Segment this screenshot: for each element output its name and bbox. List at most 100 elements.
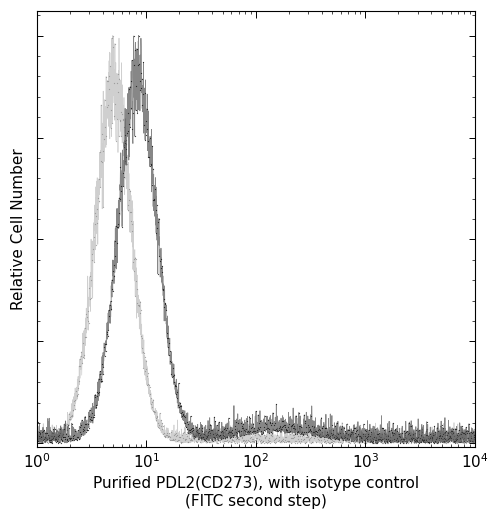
Point xyxy=(416,434,424,443)
Point xyxy=(302,438,310,446)
Point xyxy=(155,421,163,430)
Point xyxy=(118,187,126,196)
Point xyxy=(330,437,338,445)
Point xyxy=(184,419,192,427)
Point xyxy=(91,209,99,217)
Point xyxy=(362,434,370,443)
Point xyxy=(124,127,132,135)
Point xyxy=(86,271,94,280)
Point xyxy=(154,217,162,226)
Point xyxy=(101,340,109,348)
Point xyxy=(270,421,278,429)
Point xyxy=(466,428,474,436)
Point xyxy=(470,433,478,441)
Point xyxy=(197,425,205,434)
Point xyxy=(302,427,310,436)
Point xyxy=(243,417,251,425)
Point xyxy=(348,437,356,446)
Point xyxy=(215,418,223,426)
Point xyxy=(236,427,244,435)
Point xyxy=(126,83,134,91)
Point xyxy=(400,433,408,441)
Point xyxy=(358,434,366,442)
Point xyxy=(223,433,231,441)
Point xyxy=(440,437,448,446)
Point xyxy=(428,434,436,443)
Point xyxy=(342,436,350,444)
Point xyxy=(201,436,209,445)
Point xyxy=(66,435,74,444)
Point xyxy=(168,372,176,381)
Point xyxy=(409,430,417,438)
Point xyxy=(152,201,160,209)
Point xyxy=(60,433,68,441)
Point xyxy=(224,423,232,432)
Point xyxy=(389,419,397,427)
Point xyxy=(425,434,433,443)
Point xyxy=(319,432,327,440)
Point xyxy=(152,229,160,237)
Point xyxy=(444,434,452,442)
Point xyxy=(262,433,270,441)
Point xyxy=(317,433,325,441)
Point xyxy=(84,426,92,435)
Point xyxy=(266,418,274,426)
Point xyxy=(193,425,201,434)
Point xyxy=(420,438,428,447)
Point xyxy=(288,431,296,439)
Point xyxy=(393,438,401,446)
Point xyxy=(408,435,416,444)
Point xyxy=(270,434,278,443)
Point xyxy=(65,415,73,423)
Point xyxy=(281,423,289,431)
Point xyxy=(186,430,194,438)
Point xyxy=(49,434,57,442)
Point xyxy=(450,437,458,445)
Point xyxy=(305,422,313,431)
Point xyxy=(104,326,112,334)
Point xyxy=(134,31,142,40)
Point xyxy=(75,435,83,444)
Point xyxy=(194,431,202,439)
Point xyxy=(104,101,112,110)
Point xyxy=(164,334,172,342)
Point xyxy=(144,372,152,380)
Point xyxy=(414,436,422,445)
Point xyxy=(420,435,428,444)
Point xyxy=(198,423,205,432)
Point xyxy=(177,402,185,410)
Point xyxy=(214,426,222,434)
Point xyxy=(456,435,464,443)
Point xyxy=(286,428,294,436)
Point xyxy=(281,433,289,441)
Point xyxy=(466,430,473,438)
Point xyxy=(100,343,108,351)
Point xyxy=(453,438,461,447)
Point xyxy=(121,137,129,146)
Point xyxy=(130,32,138,40)
Point xyxy=(346,437,354,446)
Point xyxy=(241,437,249,445)
Point xyxy=(192,437,200,446)
Point xyxy=(34,432,42,440)
Point xyxy=(237,431,245,439)
Point xyxy=(400,436,408,445)
Point xyxy=(216,431,224,439)
Point xyxy=(105,306,113,315)
Point xyxy=(43,438,51,447)
Point xyxy=(254,423,262,432)
Point xyxy=(229,431,237,439)
Point xyxy=(174,436,182,444)
Point xyxy=(38,427,46,436)
Point xyxy=(54,432,62,440)
Point xyxy=(466,438,474,446)
Point xyxy=(208,435,216,444)
Point xyxy=(298,431,306,439)
Point xyxy=(214,431,222,439)
Point xyxy=(62,433,70,441)
Point xyxy=(50,429,58,437)
Point xyxy=(245,428,253,437)
Point xyxy=(332,433,340,441)
Point xyxy=(252,407,260,415)
Point xyxy=(270,436,278,445)
